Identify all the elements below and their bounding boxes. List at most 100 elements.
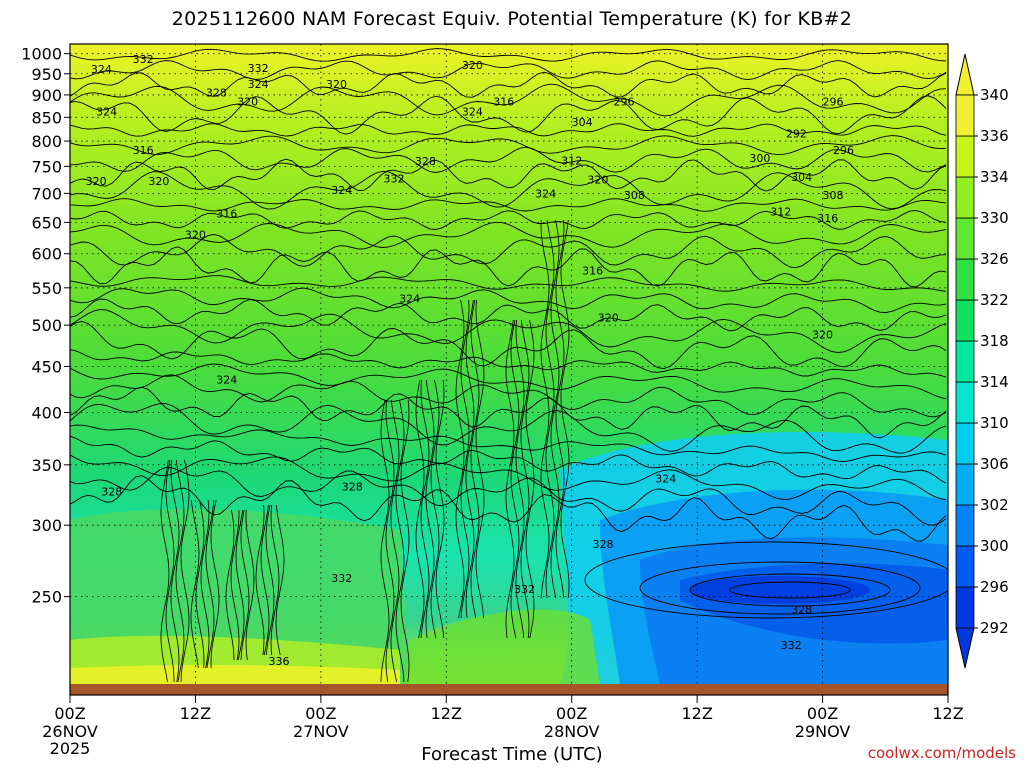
colorbar-swatch xyxy=(955,94,975,137)
contour-label: 320 xyxy=(587,174,608,187)
contour-label: 328 xyxy=(342,481,363,494)
colorbar-label: 318 xyxy=(980,332,1009,350)
colorbar-label: 310 xyxy=(980,414,1009,432)
contour-label: 312 xyxy=(561,155,582,168)
colorbar-label: 336 xyxy=(980,127,1009,145)
x-tick-date: 28NOV xyxy=(544,722,600,741)
x-tick-label: 12Z xyxy=(932,704,963,723)
contour-line xyxy=(70,48,947,62)
contour-line xyxy=(260,504,270,656)
contour-label: 336 xyxy=(269,655,290,668)
colorbar-label: 330 xyxy=(980,209,1009,227)
contour-label: 324 xyxy=(91,63,112,76)
y-tick-label: 1000 xyxy=(21,45,62,64)
contour-line xyxy=(689,573,891,607)
contour-label: 316 xyxy=(133,144,154,157)
contour-label: 320 xyxy=(237,96,258,109)
contour-label: 324 xyxy=(331,184,352,197)
contour-label: 332 xyxy=(384,173,405,186)
colorbar-swatch xyxy=(955,504,975,547)
contour-line xyxy=(385,399,395,683)
y-tick-label: 800 xyxy=(31,132,62,151)
contour-line xyxy=(240,509,250,661)
contour-label: 332 xyxy=(248,62,269,75)
contour-line xyxy=(170,459,180,683)
contour-line xyxy=(70,475,947,542)
contour-label: 320 xyxy=(598,311,619,324)
y-tick-label: 850 xyxy=(31,108,62,127)
contour-line xyxy=(235,509,245,661)
contour-label: 324 xyxy=(462,105,483,118)
contour-line xyxy=(70,349,947,378)
contour-label: 320 xyxy=(812,329,833,342)
colorbar-arrow-bottom xyxy=(955,627,975,669)
colorbar-swatch xyxy=(955,176,975,219)
contour-label: 316 xyxy=(817,212,838,225)
x-tick-label: 12Z xyxy=(681,704,712,723)
contour-line xyxy=(70,435,947,484)
credit-link[interactable]: coolwx.com/models xyxy=(867,744,1016,762)
contour-line xyxy=(70,298,947,332)
x-tick-label: 12Z xyxy=(180,704,211,723)
colorbar-swatch xyxy=(955,422,975,465)
y-tick-label: 950 xyxy=(31,65,62,84)
x-tick-label: 00Z xyxy=(556,704,587,723)
contour-label: 332 xyxy=(331,572,352,585)
chart-title: 2025112600 NAM Forecast Equiv. Potential… xyxy=(171,8,853,30)
contour-line xyxy=(420,379,430,639)
grid-lines xyxy=(69,44,949,684)
colorbar-label: 296 xyxy=(980,578,1009,596)
contour-label: 320 xyxy=(326,78,347,91)
contour-line xyxy=(200,499,210,669)
contour-line xyxy=(160,459,170,683)
contour-label: 324 xyxy=(216,374,237,387)
y-tick-label: 900 xyxy=(31,86,62,105)
contour-line xyxy=(70,275,947,292)
contour-line xyxy=(70,135,947,156)
contour-label: 304 xyxy=(791,171,812,184)
x-tick-year: 2025 xyxy=(50,739,91,758)
contour-label: 332 xyxy=(514,583,535,596)
contour-line xyxy=(415,379,425,639)
contour-line xyxy=(460,299,470,619)
y-tick-label: 250 xyxy=(31,588,62,607)
colorbar-swatch xyxy=(955,463,975,506)
contour-label: 296 xyxy=(823,96,844,109)
contour-label: 316 xyxy=(493,96,514,109)
contour-label: 292 xyxy=(786,127,807,140)
colorbar-swatch xyxy=(955,340,975,383)
y-tick-label: 300 xyxy=(31,516,62,535)
contour-line xyxy=(505,319,515,639)
contour-label: 320 xyxy=(185,229,206,242)
colorbar-label: 302 xyxy=(980,496,1009,514)
contour-line xyxy=(70,403,947,454)
contour-line xyxy=(175,459,185,683)
contour-line xyxy=(275,504,285,656)
contour-label: 328 xyxy=(593,538,614,551)
contour-line xyxy=(270,504,280,656)
contour-line xyxy=(70,424,947,462)
contour-line xyxy=(455,299,465,619)
y-axis: 250 300 350 400 450 500 550 600 650 700 750 800 850 9… xyxy=(21,45,70,607)
contour-line xyxy=(70,71,947,98)
x-tick-date: 26NOV xyxy=(42,722,98,741)
contour-line xyxy=(230,509,240,661)
contour-line xyxy=(70,309,947,353)
x-tick-label: 00Z xyxy=(807,704,838,723)
contour-line xyxy=(400,399,410,683)
y-tick-label: 700 xyxy=(31,184,62,203)
y-tick-label: 650 xyxy=(31,213,62,232)
colorbar-arrow-top xyxy=(955,53,975,96)
contour-line xyxy=(390,399,400,683)
colorbar-swatch xyxy=(955,586,975,629)
contour-line xyxy=(225,509,235,661)
contour-line xyxy=(475,299,485,619)
contour-line xyxy=(540,219,550,599)
contour-line xyxy=(525,319,535,639)
contour-label: 296 xyxy=(833,144,854,157)
colorbar-label: 334 xyxy=(980,168,1009,186)
contour-label: 324 xyxy=(96,105,117,118)
y-tick-label: 350 xyxy=(31,456,62,475)
colorbar: 292 296 300 302 306 310 314 318 322 326 330 334 336 3… xyxy=(955,53,1009,669)
